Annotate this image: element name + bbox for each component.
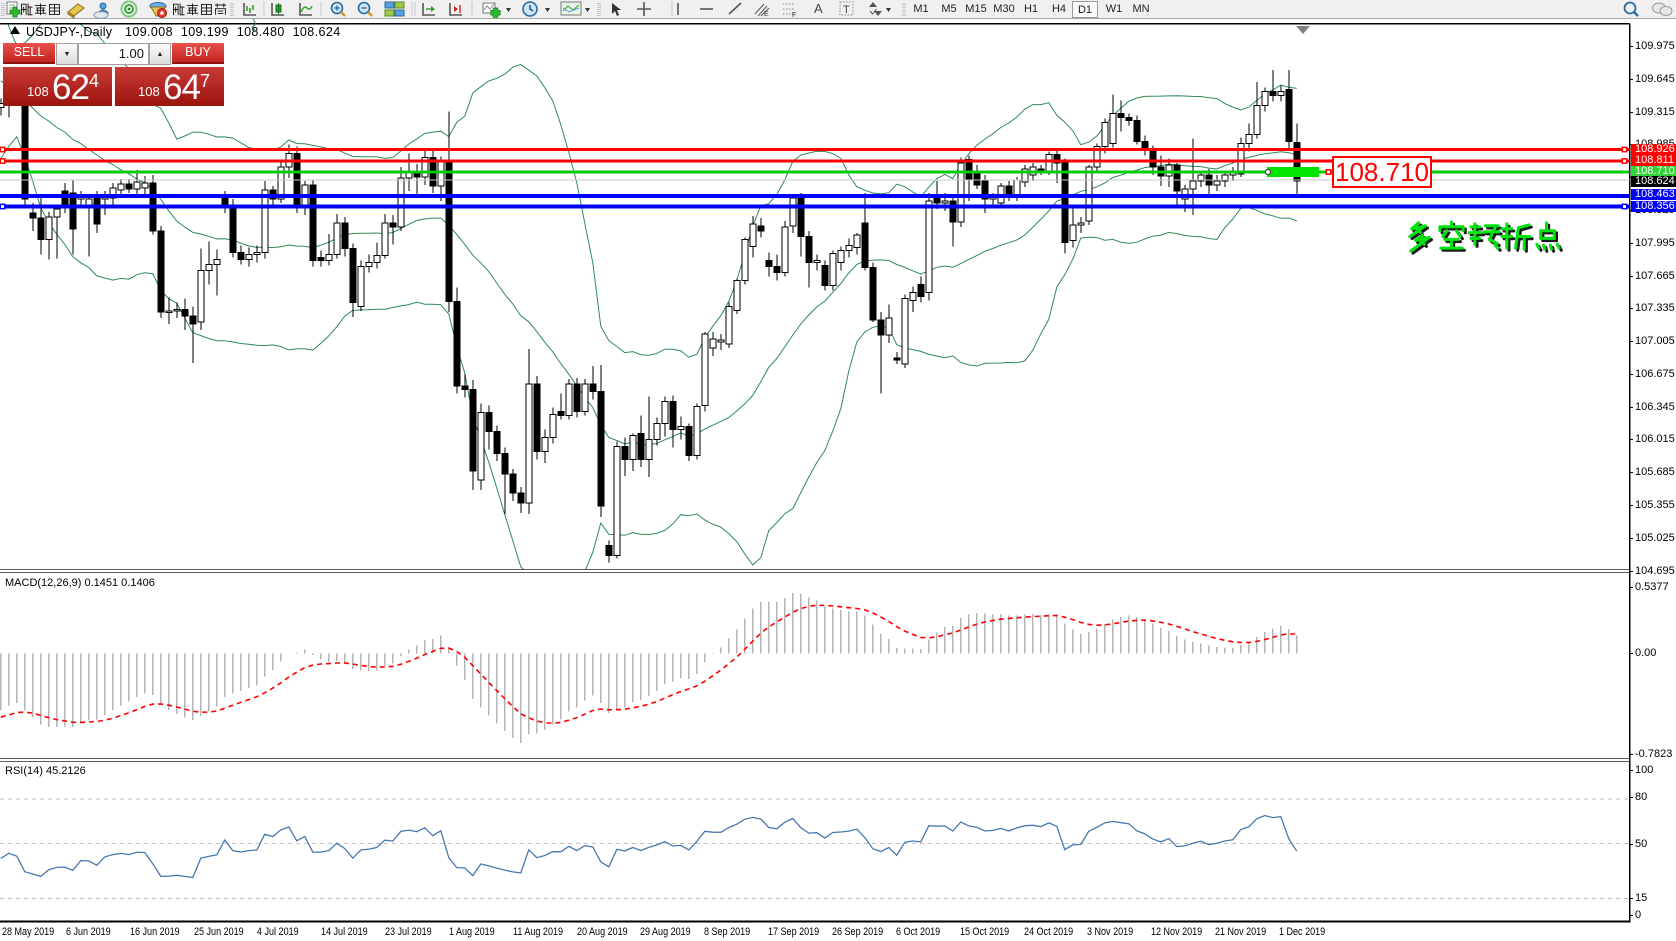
svg-text:F: F [792,12,796,19]
svg-text:A: A [814,1,823,16]
svg-text:T: T [843,4,850,16]
svg-text:E: E [764,11,769,18]
